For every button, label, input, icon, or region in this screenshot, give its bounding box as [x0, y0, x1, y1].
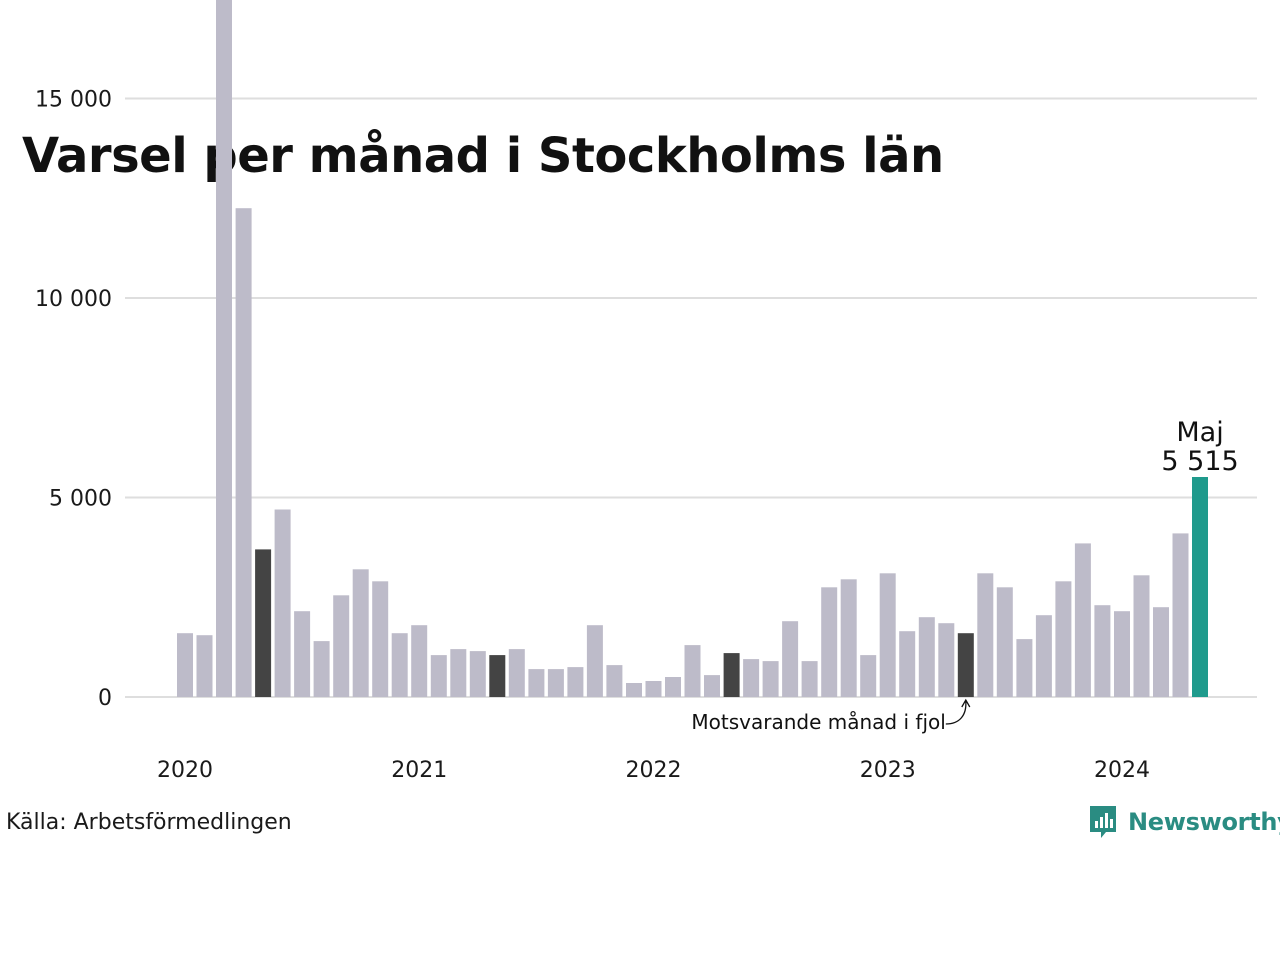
bar	[1094, 605, 1111, 697]
bar	[274, 509, 291, 697]
bar	[606, 665, 623, 697]
bar	[333, 595, 350, 697]
bar	[860, 655, 877, 697]
bar	[723, 653, 740, 697]
x-tick-label: 2023	[860, 758, 916, 783]
bar	[821, 587, 838, 697]
bar	[1055, 581, 1072, 697]
brand-logo[interactable]: Newsworthy	[1088, 804, 1280, 840]
bar	[782, 621, 799, 697]
bar	[586, 625, 603, 697]
bar	[294, 611, 311, 697]
bar	[1016, 639, 1033, 697]
bar	[899, 631, 916, 697]
current-month-label: Maj	[1176, 417, 1223, 448]
bar	[255, 549, 272, 697]
bar	[547, 669, 564, 697]
bar	[704, 675, 720, 697]
bar	[801, 661, 818, 697]
bar	[216, 0, 232, 697]
y-tick-label: 5 000	[49, 487, 112, 512]
bar	[177, 633, 193, 697]
bar	[489, 655, 506, 697]
bar	[840, 579, 857, 697]
bar	[645, 681, 662, 697]
bar	[469, 651, 486, 697]
x-tick-label: 2024	[1094, 758, 1150, 783]
bar	[1114, 611, 1130, 697]
bar	[684, 645, 701, 697]
chart-title: Varsel per månad i Stockholms län	[22, 128, 944, 184]
x-axis-ticks: 2020 2021 2022 2023 2024	[157, 758, 1150, 783]
bar	[450, 649, 467, 697]
previous-year-arrow	[945, 698, 971, 725]
bar	[196, 635, 213, 697]
bar	[567, 667, 584, 697]
newsworthy-logo-icon	[1090, 806, 1116, 838]
bar	[1153, 607, 1169, 697]
bar	[1172, 533, 1189, 697]
bar	[313, 641, 330, 697]
previous-year-note: Motsvarande månad i fjol	[691, 710, 945, 734]
x-tick-label: 2021	[391, 758, 447, 783]
bar	[1133, 575, 1150, 697]
current-value-label: 5 515	[1161, 446, 1238, 477]
y-tick-label: 0	[98, 686, 112, 711]
bars	[177, 0, 1208, 697]
bar	[235, 208, 252, 697]
y-tick-label: 15 000	[35, 88, 112, 113]
x-tick-label: 2022	[625, 758, 681, 783]
brand-name: Newsworthy	[1128, 808, 1280, 836]
bar	[938, 623, 955, 697]
bar	[411, 625, 428, 697]
bar	[762, 661, 779, 697]
bar	[528, 669, 545, 697]
bar	[1035, 615, 1052, 697]
bar	[957, 633, 974, 697]
bar	[1074, 543, 1091, 697]
bar	[996, 587, 1013, 697]
annotations: Maj 5 515 Motsvarande månad i fjol	[691, 417, 1238, 734]
bar	[372, 581, 389, 697]
bar	[352, 569, 369, 697]
bar	[1192, 477, 1208, 697]
bar	[918, 617, 935, 697]
bar	[391, 633, 408, 697]
bar	[977, 573, 994, 697]
bar	[879, 573, 896, 697]
bar	[508, 649, 525, 697]
bar	[626, 683, 642, 697]
bar	[743, 659, 760, 697]
bar	[430, 655, 447, 697]
bar	[665, 677, 681, 697]
source-note: Källa: Arbetsförmedlingen	[6, 810, 292, 835]
y-tick-label: 10 000	[35, 287, 112, 312]
x-tick-label: 2020	[157, 758, 213, 783]
